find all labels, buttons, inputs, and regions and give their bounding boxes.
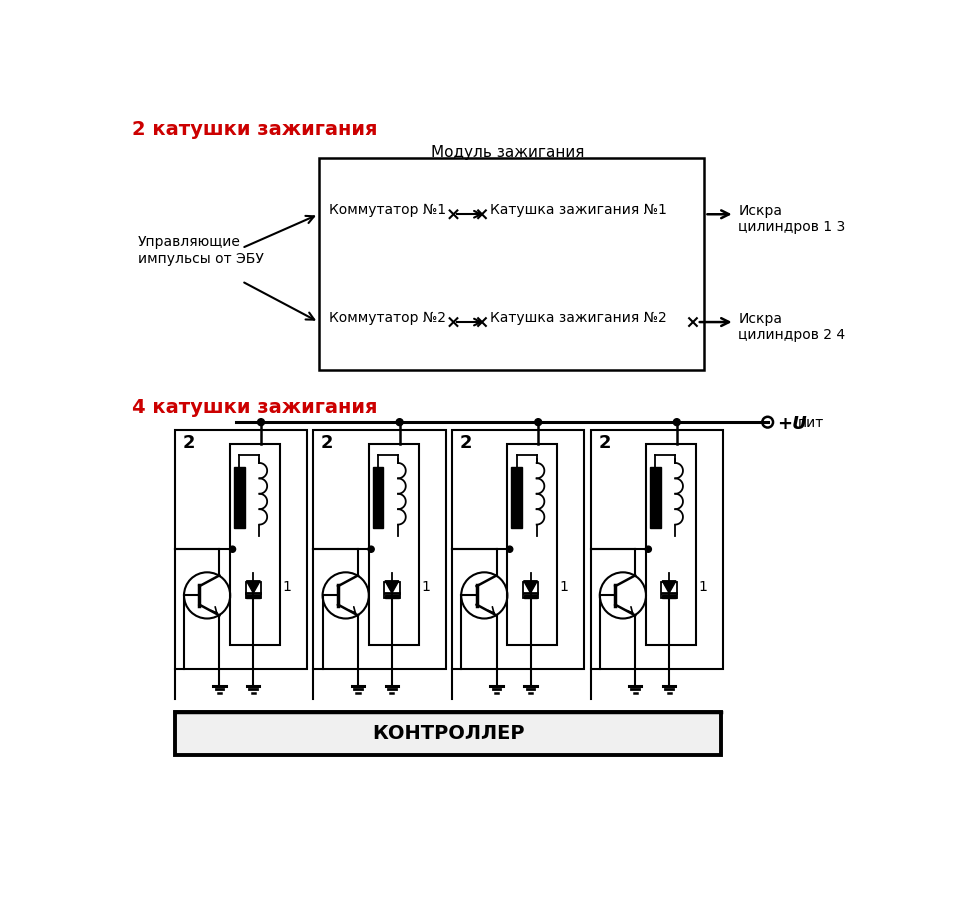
Text: Коммутатор №2: Коммутатор №2 xyxy=(328,311,445,325)
Bar xyxy=(319,158,704,370)
Bar xyxy=(590,430,723,669)
Bar xyxy=(508,444,558,645)
Polygon shape xyxy=(385,580,398,593)
Text: пит: пит xyxy=(798,416,824,430)
Text: Модуль зажигания: Модуль зажигания xyxy=(431,145,584,160)
Polygon shape xyxy=(662,580,676,593)
Circle shape xyxy=(645,546,652,553)
Circle shape xyxy=(507,546,513,553)
Bar xyxy=(523,582,539,598)
Bar xyxy=(372,467,383,528)
Text: 2: 2 xyxy=(321,434,333,452)
Text: Коммутатор №1: Коммутатор №1 xyxy=(328,203,445,218)
Text: Искра
цилиндров 1 3: Искра цилиндров 1 3 xyxy=(738,204,846,235)
Bar xyxy=(369,444,419,645)
Text: 2: 2 xyxy=(460,434,472,452)
Bar xyxy=(234,467,245,528)
Text: 4 катушки зажигания: 4 катушки зажигания xyxy=(132,398,377,417)
Text: 2: 2 xyxy=(182,434,195,452)
Text: 1: 1 xyxy=(698,580,708,594)
Text: 1: 1 xyxy=(421,580,430,594)
Circle shape xyxy=(257,418,264,426)
Text: 1: 1 xyxy=(560,580,568,594)
Bar xyxy=(646,444,696,645)
Bar xyxy=(650,467,660,528)
Bar xyxy=(384,582,399,598)
Bar xyxy=(662,595,676,598)
Polygon shape xyxy=(247,580,260,593)
Text: 1: 1 xyxy=(282,580,292,594)
Text: +U: +U xyxy=(777,416,806,434)
Bar xyxy=(512,467,522,528)
Text: Катушка зажигания №2: Катушка зажигания №2 xyxy=(491,311,667,325)
Bar xyxy=(230,444,280,645)
Bar xyxy=(247,595,260,598)
Bar xyxy=(523,595,538,598)
Circle shape xyxy=(535,418,541,426)
Text: Искра
цилиндров 2 4: Искра цилиндров 2 4 xyxy=(738,312,846,342)
Bar xyxy=(175,430,307,669)
Circle shape xyxy=(396,418,403,426)
Polygon shape xyxy=(523,580,538,593)
Text: Катушка зажигания №1: Катушка зажигания №1 xyxy=(491,203,667,218)
Text: 2: 2 xyxy=(598,434,611,452)
Text: Управляющие
импульсы от ЭБУ: Управляющие импульсы от ЭБУ xyxy=(138,235,264,266)
Bar xyxy=(452,430,585,669)
Bar xyxy=(313,430,445,669)
Text: 2 катушки зажигания: 2 катушки зажигания xyxy=(132,120,377,139)
Bar xyxy=(175,713,722,755)
Circle shape xyxy=(368,546,374,553)
Bar xyxy=(661,582,677,598)
Bar xyxy=(246,582,261,598)
Bar xyxy=(385,595,398,598)
Text: КОНТРОЛЛЕР: КОНТРОЛЛЕР xyxy=(372,724,524,743)
Circle shape xyxy=(229,546,235,553)
Circle shape xyxy=(673,418,681,426)
